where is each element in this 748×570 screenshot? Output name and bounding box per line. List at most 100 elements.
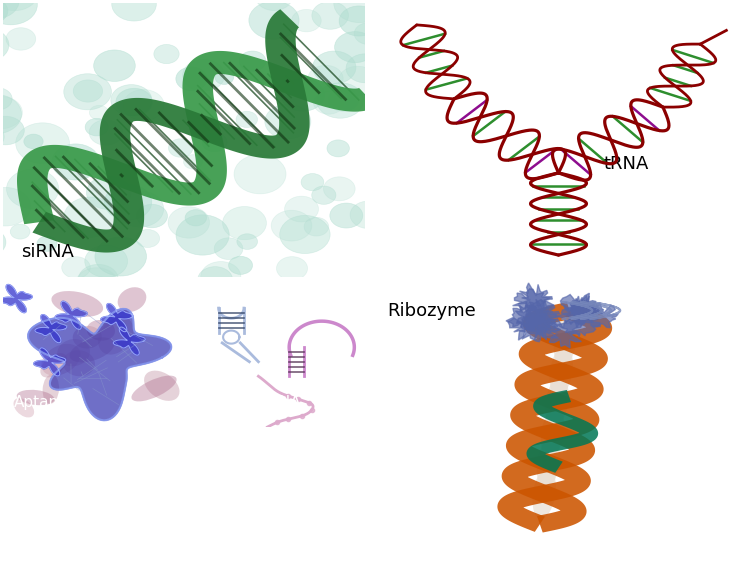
Ellipse shape [57, 339, 90, 366]
Polygon shape [521, 314, 560, 340]
Polygon shape [34, 348, 66, 376]
Circle shape [183, 59, 224, 91]
Circle shape [0, 28, 9, 62]
Ellipse shape [13, 398, 34, 417]
Circle shape [236, 111, 257, 128]
Circle shape [292, 10, 321, 32]
Circle shape [334, 0, 385, 23]
Circle shape [280, 215, 330, 254]
Circle shape [116, 88, 153, 116]
Circle shape [136, 230, 159, 247]
Circle shape [200, 262, 241, 292]
Circle shape [350, 201, 386, 229]
Circle shape [355, 23, 383, 44]
Polygon shape [502, 303, 612, 532]
Circle shape [6, 28, 36, 50]
Circle shape [123, 89, 164, 121]
Polygon shape [527, 390, 598, 473]
Circle shape [94, 50, 135, 82]
Circle shape [338, 66, 377, 96]
Ellipse shape [537, 437, 560, 488]
Text: Aptamer: Aptamer [14, 394, 80, 410]
Circle shape [90, 105, 108, 120]
Circle shape [0, 0, 37, 25]
Polygon shape [506, 304, 538, 329]
Circle shape [95, 237, 147, 276]
Polygon shape [525, 299, 560, 333]
Circle shape [0, 0, 19, 19]
Ellipse shape [98, 316, 133, 355]
Polygon shape [569, 293, 600, 323]
Ellipse shape [63, 350, 95, 376]
Polygon shape [508, 314, 542, 340]
Circle shape [256, 0, 292, 10]
Circle shape [0, 228, 6, 256]
Polygon shape [0, 284, 32, 312]
Circle shape [85, 119, 108, 136]
Circle shape [62, 256, 91, 278]
Circle shape [116, 191, 164, 227]
Polygon shape [571, 296, 603, 324]
Circle shape [277, 256, 307, 280]
Circle shape [312, 186, 336, 205]
Text: Ribozyme: Ribozyme [387, 302, 476, 320]
Circle shape [308, 66, 343, 92]
Circle shape [73, 80, 102, 102]
Polygon shape [557, 315, 601, 337]
Polygon shape [101, 304, 133, 332]
Ellipse shape [144, 370, 180, 401]
Circle shape [176, 67, 207, 91]
Circle shape [183, 154, 203, 169]
Circle shape [0, 88, 12, 110]
Circle shape [281, 78, 325, 111]
Polygon shape [35, 315, 67, 343]
Circle shape [87, 176, 131, 210]
Circle shape [249, 1, 299, 39]
Circle shape [346, 54, 384, 83]
Circle shape [111, 0, 156, 21]
Ellipse shape [70, 337, 114, 363]
Circle shape [7, 169, 59, 209]
Circle shape [234, 154, 286, 194]
Circle shape [10, 224, 30, 239]
Polygon shape [586, 303, 618, 328]
Circle shape [328, 88, 358, 111]
Circle shape [304, 217, 328, 236]
Circle shape [16, 123, 70, 164]
Circle shape [218, 0, 242, 1]
Circle shape [89, 120, 123, 145]
Circle shape [215, 70, 233, 84]
Ellipse shape [73, 326, 102, 348]
Ellipse shape [87, 320, 115, 341]
Circle shape [272, 210, 312, 241]
Polygon shape [497, 302, 608, 532]
Circle shape [154, 44, 180, 64]
Polygon shape [113, 327, 145, 355]
Circle shape [64, 74, 111, 110]
Polygon shape [512, 289, 551, 312]
Ellipse shape [541, 407, 564, 458]
Ellipse shape [533, 468, 556, 519]
Circle shape [37, 236, 57, 251]
Circle shape [0, 0, 8, 23]
Text: siRNA: siRNA [21, 243, 74, 260]
Circle shape [185, 210, 206, 226]
Circle shape [284, 196, 319, 222]
Ellipse shape [41, 344, 81, 376]
Polygon shape [527, 300, 557, 327]
Circle shape [312, 2, 349, 29]
Text: tRNA: tRNA [603, 155, 649, 173]
Ellipse shape [52, 291, 103, 317]
Circle shape [168, 139, 193, 157]
Circle shape [0, 124, 4, 149]
Polygon shape [525, 306, 557, 337]
Circle shape [202, 133, 227, 152]
Circle shape [323, 177, 355, 201]
Circle shape [327, 140, 349, 157]
Ellipse shape [132, 376, 177, 401]
Circle shape [313, 51, 356, 84]
Circle shape [301, 173, 324, 191]
Circle shape [313, 91, 343, 114]
Circle shape [79, 264, 118, 295]
Circle shape [229, 256, 253, 274]
